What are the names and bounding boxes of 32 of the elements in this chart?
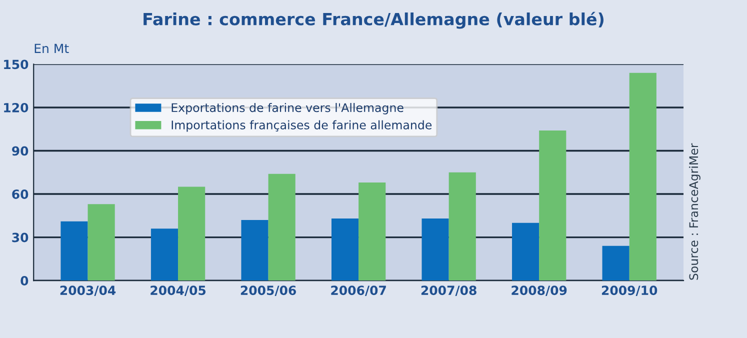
x-tick-label: 2006/07: [331, 286, 386, 296]
x-tick-label: 2007/08: [421, 286, 476, 296]
y-tick-label: 120: [4, 102, 28, 112]
bar: [629, 72, 656, 281]
bar: [268, 174, 296, 281]
legend-label: Importations françaises de farine allemande: [172, 120, 432, 132]
y-tick-label: 60: [12, 189, 28, 199]
bar: [512, 222, 540, 281]
bar: [331, 218, 359, 281]
y-tick-label: 0: [20, 276, 28, 286]
x-tick-label: 2009/10: [602, 286, 658, 296]
bar: [60, 221, 88, 281]
bar: [448, 172, 476, 281]
bar: [422, 218, 449, 281]
x-tick-label: 2004/05: [150, 286, 206, 296]
bar: [358, 182, 386, 281]
legend-label: Exportations de farine vers l'Allemagne: [172, 102, 404, 114]
x-tick-label: 2008/09: [512, 286, 567, 296]
bar: [150, 228, 178, 281]
bar: [178, 186, 206, 281]
y-axis-title: En Mt: [34, 44, 69, 53]
x-tick-label: 2005/06: [240, 286, 296, 296]
bar: [539, 130, 566, 281]
y-tick-label: 150: [4, 60, 28, 70]
chart-title: Farine : commerce France/Allemagne (valeur blé): [144, 12, 604, 29]
bar: [602, 246, 630, 281]
source-note: Source : FranceAgriMer: [688, 143, 700, 280]
bar: [88, 204, 115, 281]
y-tick-label: 30: [12, 232, 28, 242]
x-tick-label: 2003/04: [60, 286, 116, 296]
bar: [241, 220, 268, 281]
y-tick-label: 90: [12, 146, 28, 156]
